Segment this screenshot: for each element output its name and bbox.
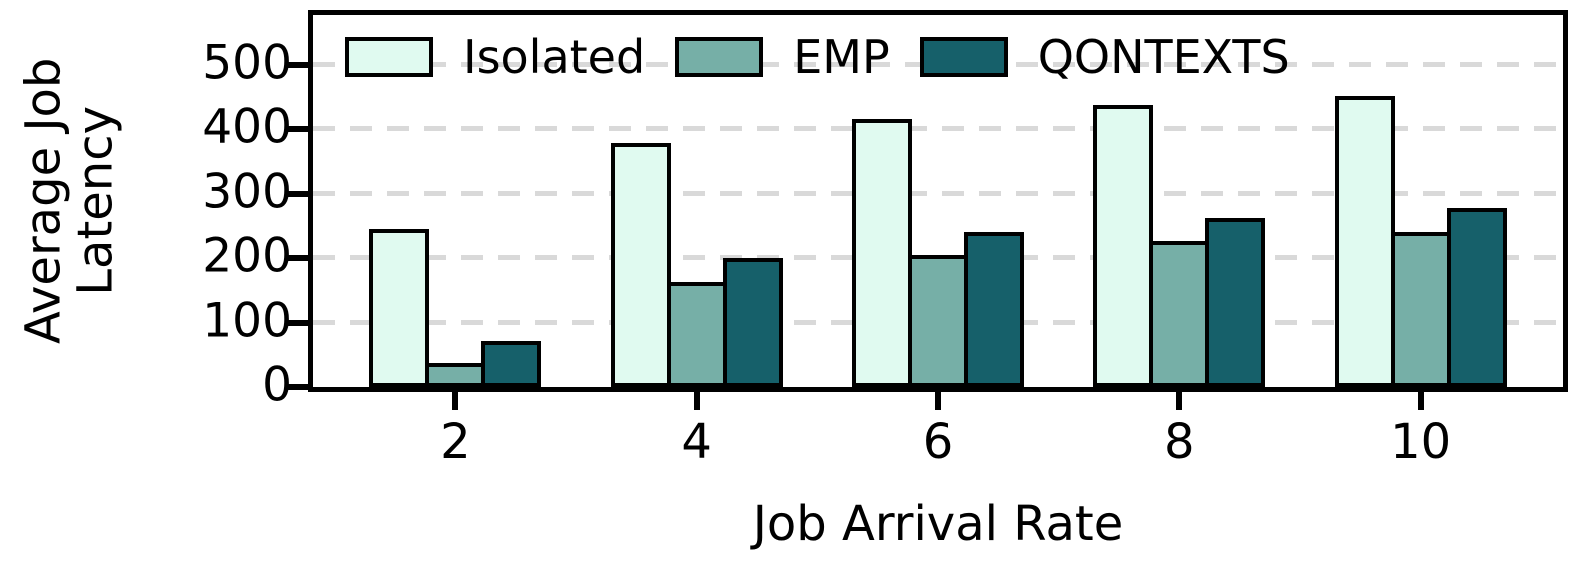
x-tick-label: 6 bbox=[922, 414, 954, 470]
legend-swatch-emp bbox=[675, 37, 764, 77]
y-tick-mark bbox=[286, 126, 310, 133]
bar-emp-x4 bbox=[666, 281, 727, 387]
y-axis-label: Average Job Latency bbox=[0, 0, 160, 402]
x-tick-label: 2 bbox=[440, 414, 471, 470]
bar-isolated-x2 bbox=[369, 229, 430, 387]
bar-qontexts-x4 bbox=[722, 258, 783, 387]
bar-isolated-x10 bbox=[1334, 95, 1395, 387]
gridline-y300 bbox=[313, 190, 1563, 196]
x-tick-mark bbox=[1176, 390, 1183, 410]
x-tick-label: 10 bbox=[1390, 414, 1452, 470]
bar-emp-x8 bbox=[1149, 240, 1210, 387]
legend-label-qontexts: QONTEXTS bbox=[1037, 30, 1290, 84]
legend-swatch-isolated bbox=[345, 37, 433, 77]
bar-emp-x6 bbox=[908, 255, 968, 387]
x-tick-mark bbox=[1417, 390, 1424, 410]
gridline-y400 bbox=[313, 126, 1563, 132]
bar-group-10 bbox=[1331, 15, 1511, 387]
y-tick-label: 300 bbox=[202, 164, 292, 220]
y-tick-mark bbox=[286, 190, 310, 197]
bar-emp-x2 bbox=[425, 362, 486, 387]
legend-label-emp: EMP bbox=[793, 30, 890, 84]
legend-swatch-qontexts bbox=[919, 37, 1008, 77]
bar-group-2 bbox=[365, 15, 545, 387]
bar-group-8 bbox=[1089, 15, 1269, 387]
y-tick-mark bbox=[286, 255, 310, 262]
x-tick-mark bbox=[693, 390, 700, 410]
legend-label-isolated: Isolated bbox=[463, 30, 646, 84]
bar-qontexts-x8 bbox=[1205, 218, 1266, 387]
x-tick-label: 4 bbox=[681, 414, 712, 470]
legend: Isolated EMP QONTEXTS bbox=[345, 30, 1290, 84]
plot-area: Isolated EMP QONTEXTS bbox=[308, 10, 1568, 392]
y-tick-label: 500 bbox=[202, 35, 292, 91]
x-tick-label: 8 bbox=[1164, 414, 1195, 470]
x-tick-mark bbox=[452, 390, 459, 410]
y-axis-label-line2: Latency bbox=[67, 106, 124, 296]
bar-qontexts-x6 bbox=[964, 232, 1024, 387]
bar-qontexts-x2 bbox=[481, 340, 542, 387]
y-axis-label-line1: Average Job bbox=[15, 57, 72, 345]
bar-isolated-x4 bbox=[610, 143, 671, 387]
y-tick-mark bbox=[286, 384, 310, 390]
y-tick-label: 0 bbox=[262, 357, 292, 413]
x-axis-label: Job Arrival Rate bbox=[752, 496, 1124, 552]
y-tick-mark bbox=[286, 319, 310, 326]
bar-qontexts-x10 bbox=[1446, 208, 1507, 387]
y-tick-mark bbox=[286, 61, 310, 68]
bar-group-4 bbox=[607, 15, 787, 387]
bar-isolated-x6 bbox=[852, 119, 912, 387]
bar-emp-x10 bbox=[1390, 232, 1451, 387]
y-tick-label: 100 bbox=[202, 293, 292, 349]
y-tick-label: 200 bbox=[202, 228, 292, 284]
bar-group-6 bbox=[848, 15, 1028, 387]
bar-isolated-x8 bbox=[1093, 104, 1154, 387]
x-tick-mark bbox=[935, 390, 941, 410]
y-tick-label: 400 bbox=[202, 99, 292, 155]
